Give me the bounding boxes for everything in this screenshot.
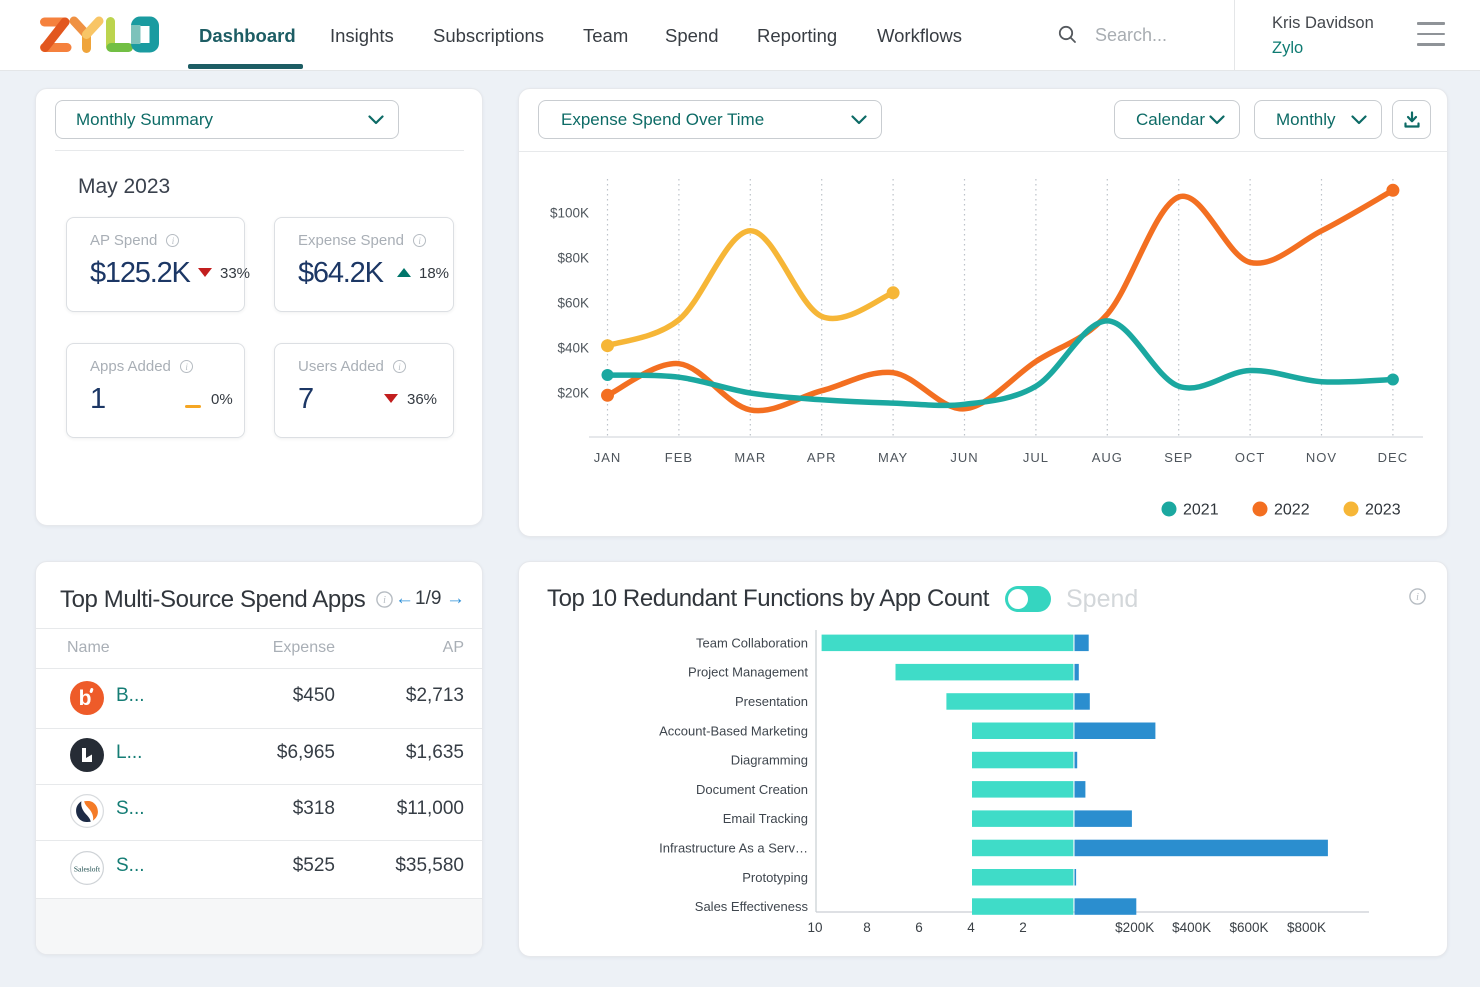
svg-text:$20K: $20K [557,386,589,401]
svg-text:$40K: $40K [557,341,589,356]
svg-text:MAR: MAR [734,450,766,465]
svg-text:Presentation: Presentation [735,694,808,709]
svg-text:2: 2 [1019,920,1027,935]
svg-text:AUG: AUG [1092,450,1123,465]
svg-text:Prototyping: Prototyping [742,870,808,885]
svg-text:OCT: OCT [1235,450,1265,465]
svg-text:JUL: JUL [1023,450,1049,465]
svg-text:Team Collaboration: Team Collaboration [696,635,808,650]
svg-text:Project Management: Project Management [688,665,808,680]
svg-text:Salesloft: Salesloft [74,865,101,874]
svg-text:JUN: JUN [950,450,978,465]
svg-text:2023: 2023 [1365,502,1401,519]
svg-text:Sales Effectiveness: Sales Effectiveness [695,899,809,914]
svg-text:Diagramming: Diagramming [731,753,808,768]
svg-text:Account-Based Marketing: Account-Based Marketing [659,723,808,738]
svg-text:i: i [1416,592,1419,603]
svg-text:2021: 2021 [1183,502,1219,519]
svg-text:SEP: SEP [1164,450,1193,465]
svg-text:Document Creation: Document Creation [696,782,808,797]
svg-text:NOV: NOV [1306,450,1337,465]
svg-text:FEB: FEB [665,450,693,465]
svg-text:$60K: $60K [557,296,589,311]
svg-text:8: 8 [863,920,871,935]
svg-text:$80K: $80K [557,251,589,266]
svg-text:Infrastructure As a Serv…: Infrastructure As a Serv… [659,841,808,856]
svg-text:10: 10 [807,920,822,935]
svg-text:$800K: $800K [1287,920,1326,935]
svg-text:4: 4 [967,920,975,935]
svg-text:i: i [383,595,386,606]
svg-text:Email Tracking: Email Tracking [723,811,808,826]
svg-text:$100K: $100K [550,206,589,221]
svg-text:6: 6 [915,920,923,935]
svg-text:$400K: $400K [1172,920,1211,935]
svg-text:b: b [79,687,92,710]
svg-text:JAN: JAN [594,450,622,465]
svg-text:$200K: $200K [1115,920,1154,935]
svg-text:APR: APR [807,450,837,465]
svg-text:$600K: $600K [1229,920,1268,935]
svg-text:DEC: DEC [1378,450,1408,465]
svg-text:MAY: MAY [878,450,908,465]
svg-text:2022: 2022 [1274,502,1310,519]
